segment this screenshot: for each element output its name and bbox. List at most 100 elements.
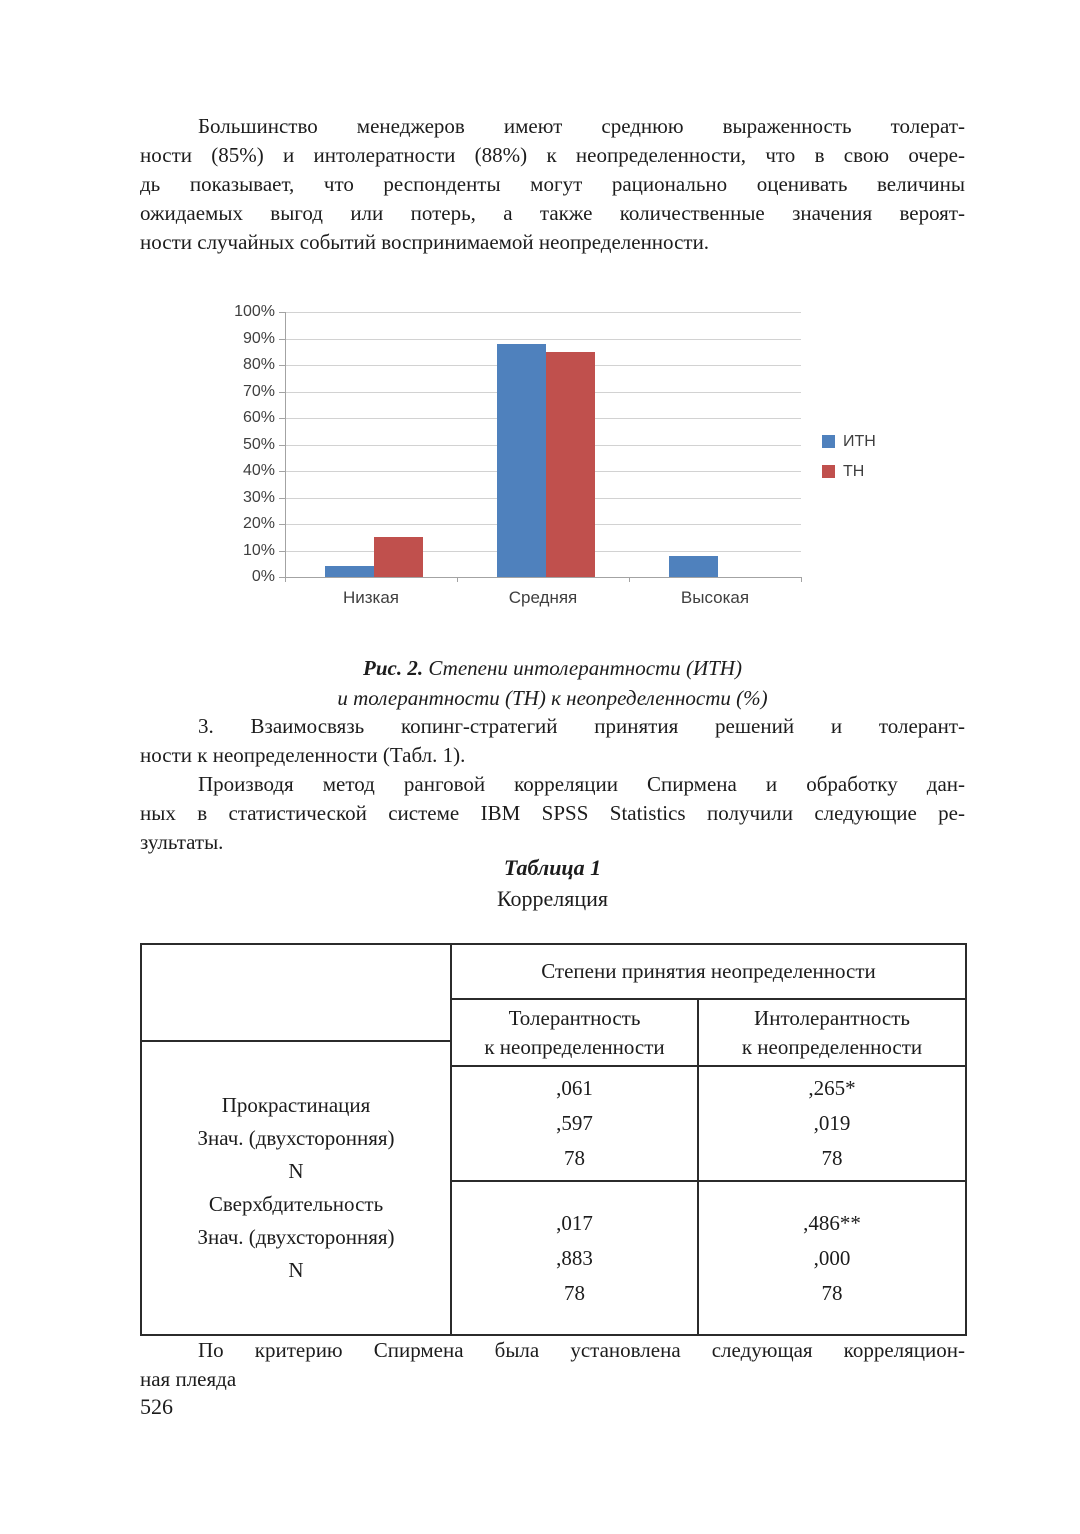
y-tick-label: 100% [234, 303, 275, 320]
text-line: Большинство менеджеров имеют среднюю выр… [198, 114, 965, 138]
paragraph-section3: 3. Взаимосвязь копинг-стратегий принятия… [140, 712, 965, 770]
table-value: ,265* [808, 1076, 856, 1100]
row-label: Знач. (двухсторонняя) [197, 1126, 395, 1150]
x-tick-mark [285, 577, 286, 582]
legend-label: ТН [843, 463, 865, 480]
figure-caption-line1: Рис. 2. Степени интолерантности (ИТН) [140, 653, 965, 683]
table-value: 78 [564, 1146, 585, 1170]
y-tick-label: 0% [251, 568, 275, 585]
figure-caption: Рис. 2. Степени интолерантности (ИТН) и … [140, 653, 965, 713]
y-tick-mark [279, 391, 285, 393]
table-value: ,000 [813, 1245, 851, 1270]
table-cell-procrastination-intolerance: ,265* ,019 78 [699, 1067, 965, 1182]
row-label: N [288, 1159, 304, 1183]
x-tick-mark [801, 577, 802, 582]
text-line: ности (85%) и интолератности (88%) к нео… [140, 143, 965, 167]
row-label: Знач. (двухсторонняя) [197, 1225, 395, 1249]
table-cell-procrastination-tolerance: ,061 ,597 78 [452, 1067, 699, 1182]
y-tick-label: 10% [242, 541, 275, 559]
table-header-tolerance: Толерантность к неопределенности [452, 1000, 699, 1067]
table-cell-hypervigilance-intolerance: ,486** ,000 78 [699, 1182, 965, 1334]
correlation-table: Степени принятия неопределенности Толера… [140, 943, 967, 1336]
text-line: 3. Взаимосвязь копинг-стратегий принятия… [198, 714, 965, 738]
y-gridline [286, 312, 801, 313]
text-line: зультаты. [140, 830, 224, 854]
header-line: Толерантность [508, 1005, 641, 1030]
figure-caption-text: Степени интолерантности (ИТН) [428, 656, 742, 680]
table-value: ,486** [803, 1210, 861, 1235]
legend-swatch [822, 465, 835, 478]
y-tick-label: 20% [242, 515, 275, 532]
x-axis-label: Низкая [342, 588, 400, 607]
y-tick-mark [279, 471, 285, 472]
text-line: дь показывает, что респонденты могут рац… [140, 172, 965, 196]
chart-bar [669, 555, 718, 577]
chart-bar [325, 566, 374, 577]
table-corner-cell [142, 945, 452, 1042]
row-label: N [288, 1258, 304, 1282]
text-line: ности к неопределенности (Табл. 1). [140, 743, 466, 767]
chart-bar [546, 351, 595, 577]
row-label: Сверхбдительность [208, 1192, 384, 1216]
y-tick-mark [279, 418, 285, 419]
y-tick-label: 50% [242, 435, 275, 453]
table-span-header: Степени принятия неопределенности [452, 945, 965, 1000]
y-gridline [286, 338, 801, 340]
y-tick-mark [279, 497, 285, 499]
table-value: ,019 [813, 1111, 851, 1135]
y-tick-mark [279, 312, 285, 313]
y-tick-mark [279, 577, 285, 578]
x-axis-line [285, 577, 802, 578]
figure-caption-line2: и толерантности (ТН) к неопределенности … [337, 686, 768, 710]
header-line: к неопределенности [741, 1034, 923, 1059]
y-tick-mark [279, 524, 285, 525]
paragraph-conclusion: По критерию Спирмена была установлена сл… [140, 1336, 965, 1394]
page-number: 526 [140, 1394, 173, 1419]
legend-swatch [822, 435, 835, 448]
bar-chart-figure-2: 0% 10% 20% 30% 40% 50% 60% 70% 80% 90% 100% Низкая С… [230, 300, 950, 630]
text-line: ных в статистической системе IBM SPSS St… [140, 801, 965, 825]
table-value: ,061 [556, 1076, 593, 1100]
legend-item: ТН [822, 462, 932, 482]
y-tick-mark [279, 444, 285, 446]
y-tick-label: 90% [242, 329, 275, 347]
table-value: 78 [821, 1146, 843, 1170]
text-line: ности случайных событий воспринимаемой н… [140, 230, 710, 254]
y-tick-label: 60% [242, 409, 275, 426]
x-tick-mark [629, 577, 630, 582]
y-axis-line [285, 312, 286, 577]
table-value: 78 [564, 1280, 585, 1305]
table-value: ,017 [556, 1210, 593, 1235]
header-line: к неопределенности [484, 1034, 665, 1059]
y-tick-mark [279, 550, 285, 552]
text-line: Производя метод ранговой корреляции Спир… [198, 772, 965, 796]
y-tick-label: 30% [242, 488, 275, 506]
text-line: ожидаемых выгод или потерь, а также коли… [140, 201, 965, 225]
y-tick-mark [279, 365, 285, 366]
header-line: Интолерантность [754, 1005, 910, 1030]
paragraph-intro: Большинство менеджеров имеют среднюю выр… [140, 112, 965, 257]
table-name-label: Корреляция [496, 886, 609, 911]
table-header-intolerance: Интолерантность к неопределенности [699, 1000, 965, 1067]
y-tick-mark [279, 338, 285, 340]
table-value: ,883 [556, 1245, 593, 1270]
table-cell-hypervigilance-tolerance: ,017 ,883 78 [452, 1182, 699, 1334]
text-line: По критерию Спирмена была установлена сл… [198, 1338, 965, 1362]
table-value: ,597 [556, 1111, 593, 1135]
y-tick-label: 70% [242, 382, 275, 400]
table-title: Таблица 1 Корреляция [140, 852, 965, 914]
legend-label: ИТН [843, 433, 876, 450]
y-tick-label: 40% [242, 462, 275, 479]
legend-item: ИТН [822, 432, 932, 452]
table-number-label: Таблица 1 [503, 855, 602, 880]
table-value: 78 [821, 1280, 843, 1305]
chart-bar [497, 343, 546, 577]
chart-bar [374, 537, 423, 577]
y-tick-label: 80% [242, 356, 275, 373]
x-axis-label: Средняя [508, 588, 578, 607]
text-line: ная плеяда [140, 1367, 237, 1391]
x-tick-mark [457, 577, 458, 582]
row-label: Прокрастинация [221, 1093, 371, 1117]
table-row-labels: Прокрастинация Знач. (двухсторонняя) N С… [142, 1042, 452, 1334]
